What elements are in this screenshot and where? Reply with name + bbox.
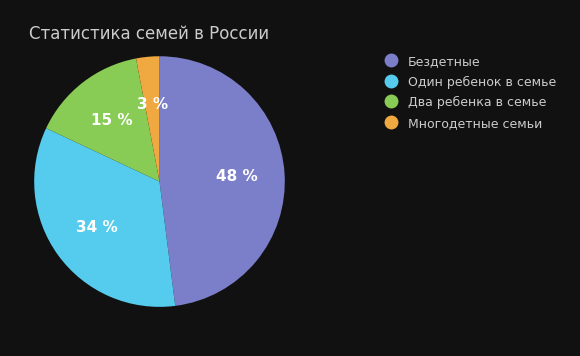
Wedge shape <box>46 58 160 182</box>
Text: 34 %: 34 % <box>76 220 118 235</box>
Wedge shape <box>136 56 160 182</box>
Legend: Бездетные, Один ребенок в семье, Два ребенка в семье, Многодетные семьи: Бездетные, Один ребенок в семье, Два реб… <box>379 49 562 136</box>
Wedge shape <box>34 128 175 307</box>
Text: 48 %: 48 % <box>216 169 258 184</box>
Text: 3 %: 3 % <box>137 97 168 112</box>
Wedge shape <box>160 56 285 306</box>
Text: Статистика семей в России: Статистика семей в России <box>29 25 269 43</box>
Text: 15 %: 15 % <box>91 112 133 128</box>
